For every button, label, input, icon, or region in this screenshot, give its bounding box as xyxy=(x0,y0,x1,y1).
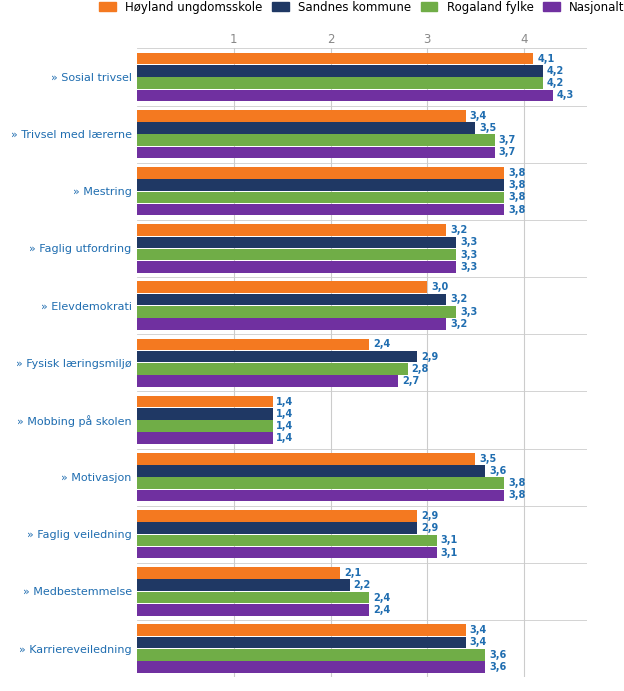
Bar xyxy=(137,604,369,616)
Text: 3,5: 3,5 xyxy=(479,123,497,133)
Bar xyxy=(137,65,543,77)
Bar xyxy=(137,490,504,501)
Text: 2,4: 2,4 xyxy=(373,593,390,603)
Text: 2,4: 2,4 xyxy=(373,605,390,615)
Text: 3,7: 3,7 xyxy=(499,135,516,145)
Bar xyxy=(137,567,340,579)
Text: 3,3: 3,3 xyxy=(460,249,477,260)
Text: 4,1: 4,1 xyxy=(537,54,555,64)
Bar xyxy=(137,122,475,134)
Bar xyxy=(137,167,504,179)
Text: 2,8: 2,8 xyxy=(412,364,429,374)
Text: 1,4: 1,4 xyxy=(276,409,294,419)
Bar xyxy=(137,135,495,146)
Bar xyxy=(137,649,485,661)
Bar xyxy=(137,661,485,673)
Text: 2,1: 2,1 xyxy=(344,568,361,578)
Bar xyxy=(137,375,398,387)
Bar xyxy=(137,580,350,591)
Bar xyxy=(137,465,485,477)
Text: 2,9: 2,9 xyxy=(421,511,439,521)
Text: 3,8: 3,8 xyxy=(509,491,525,500)
Text: 3,8: 3,8 xyxy=(509,205,525,215)
Bar xyxy=(137,591,369,603)
Bar xyxy=(137,146,495,158)
Text: 4,2: 4,2 xyxy=(547,66,564,76)
Bar xyxy=(137,363,408,375)
Bar xyxy=(137,408,273,419)
Bar xyxy=(137,204,504,216)
Bar xyxy=(137,547,437,558)
Text: 3,2: 3,2 xyxy=(451,225,467,235)
Bar xyxy=(137,420,273,432)
Bar xyxy=(137,236,456,248)
Text: 1,4: 1,4 xyxy=(276,433,294,444)
Bar xyxy=(137,477,504,489)
Text: 3,8: 3,8 xyxy=(509,478,525,489)
Bar xyxy=(137,636,466,648)
Text: 3,4: 3,4 xyxy=(470,111,487,121)
Text: 2,9: 2,9 xyxy=(421,352,439,361)
Legend: Høyland ungdomsskole, Sandnes kommune, Rogaland fylke, Nasjonalt: Høyland ungdomsskole, Sandnes kommune, R… xyxy=(99,1,624,14)
Bar xyxy=(137,261,456,273)
Text: 2,2: 2,2 xyxy=(354,580,371,590)
Bar xyxy=(137,225,446,236)
Bar xyxy=(137,339,369,350)
Text: 3,8: 3,8 xyxy=(509,168,525,178)
Text: 2,7: 2,7 xyxy=(402,376,419,386)
Bar xyxy=(137,396,273,408)
Bar xyxy=(137,249,456,261)
Text: 1,4: 1,4 xyxy=(276,421,294,431)
Text: 3,3: 3,3 xyxy=(460,262,477,272)
Text: 4,3: 4,3 xyxy=(557,91,574,100)
Bar xyxy=(137,281,427,293)
Bar xyxy=(137,180,504,191)
Bar xyxy=(137,53,534,64)
Bar xyxy=(137,351,417,363)
Text: 3,8: 3,8 xyxy=(509,180,525,190)
Text: 3,4: 3,4 xyxy=(470,638,487,647)
Bar xyxy=(137,510,417,522)
Bar xyxy=(137,535,437,546)
Text: 3,8: 3,8 xyxy=(509,192,525,202)
Bar xyxy=(137,294,446,305)
Text: 3,6: 3,6 xyxy=(489,662,506,672)
Text: 2,4: 2,4 xyxy=(373,339,390,350)
Bar xyxy=(137,318,446,330)
Bar xyxy=(137,90,553,101)
Bar xyxy=(137,110,466,122)
Text: 3,6: 3,6 xyxy=(489,466,506,476)
Text: 3,2: 3,2 xyxy=(451,294,467,305)
Text: 3,5: 3,5 xyxy=(479,454,497,464)
Bar xyxy=(137,625,466,636)
Bar xyxy=(137,77,543,89)
Text: 3,1: 3,1 xyxy=(441,536,458,545)
Bar xyxy=(137,191,504,203)
Text: 1,4: 1,4 xyxy=(276,397,294,406)
Text: 3,3: 3,3 xyxy=(460,237,477,247)
Text: 3,3: 3,3 xyxy=(460,307,477,316)
Text: 3,7: 3,7 xyxy=(499,147,516,158)
Bar xyxy=(137,522,417,534)
Text: 4,2: 4,2 xyxy=(547,78,564,88)
Text: 3,6: 3,6 xyxy=(489,650,506,660)
Text: 3,0: 3,0 xyxy=(431,282,448,292)
Bar xyxy=(137,433,273,444)
Bar xyxy=(137,306,456,318)
Text: 3,2: 3,2 xyxy=(451,319,467,329)
Text: 3,4: 3,4 xyxy=(470,625,487,635)
Bar xyxy=(137,453,475,464)
Text: 2,9: 2,9 xyxy=(421,523,439,533)
Text: 3,1: 3,1 xyxy=(441,548,458,558)
